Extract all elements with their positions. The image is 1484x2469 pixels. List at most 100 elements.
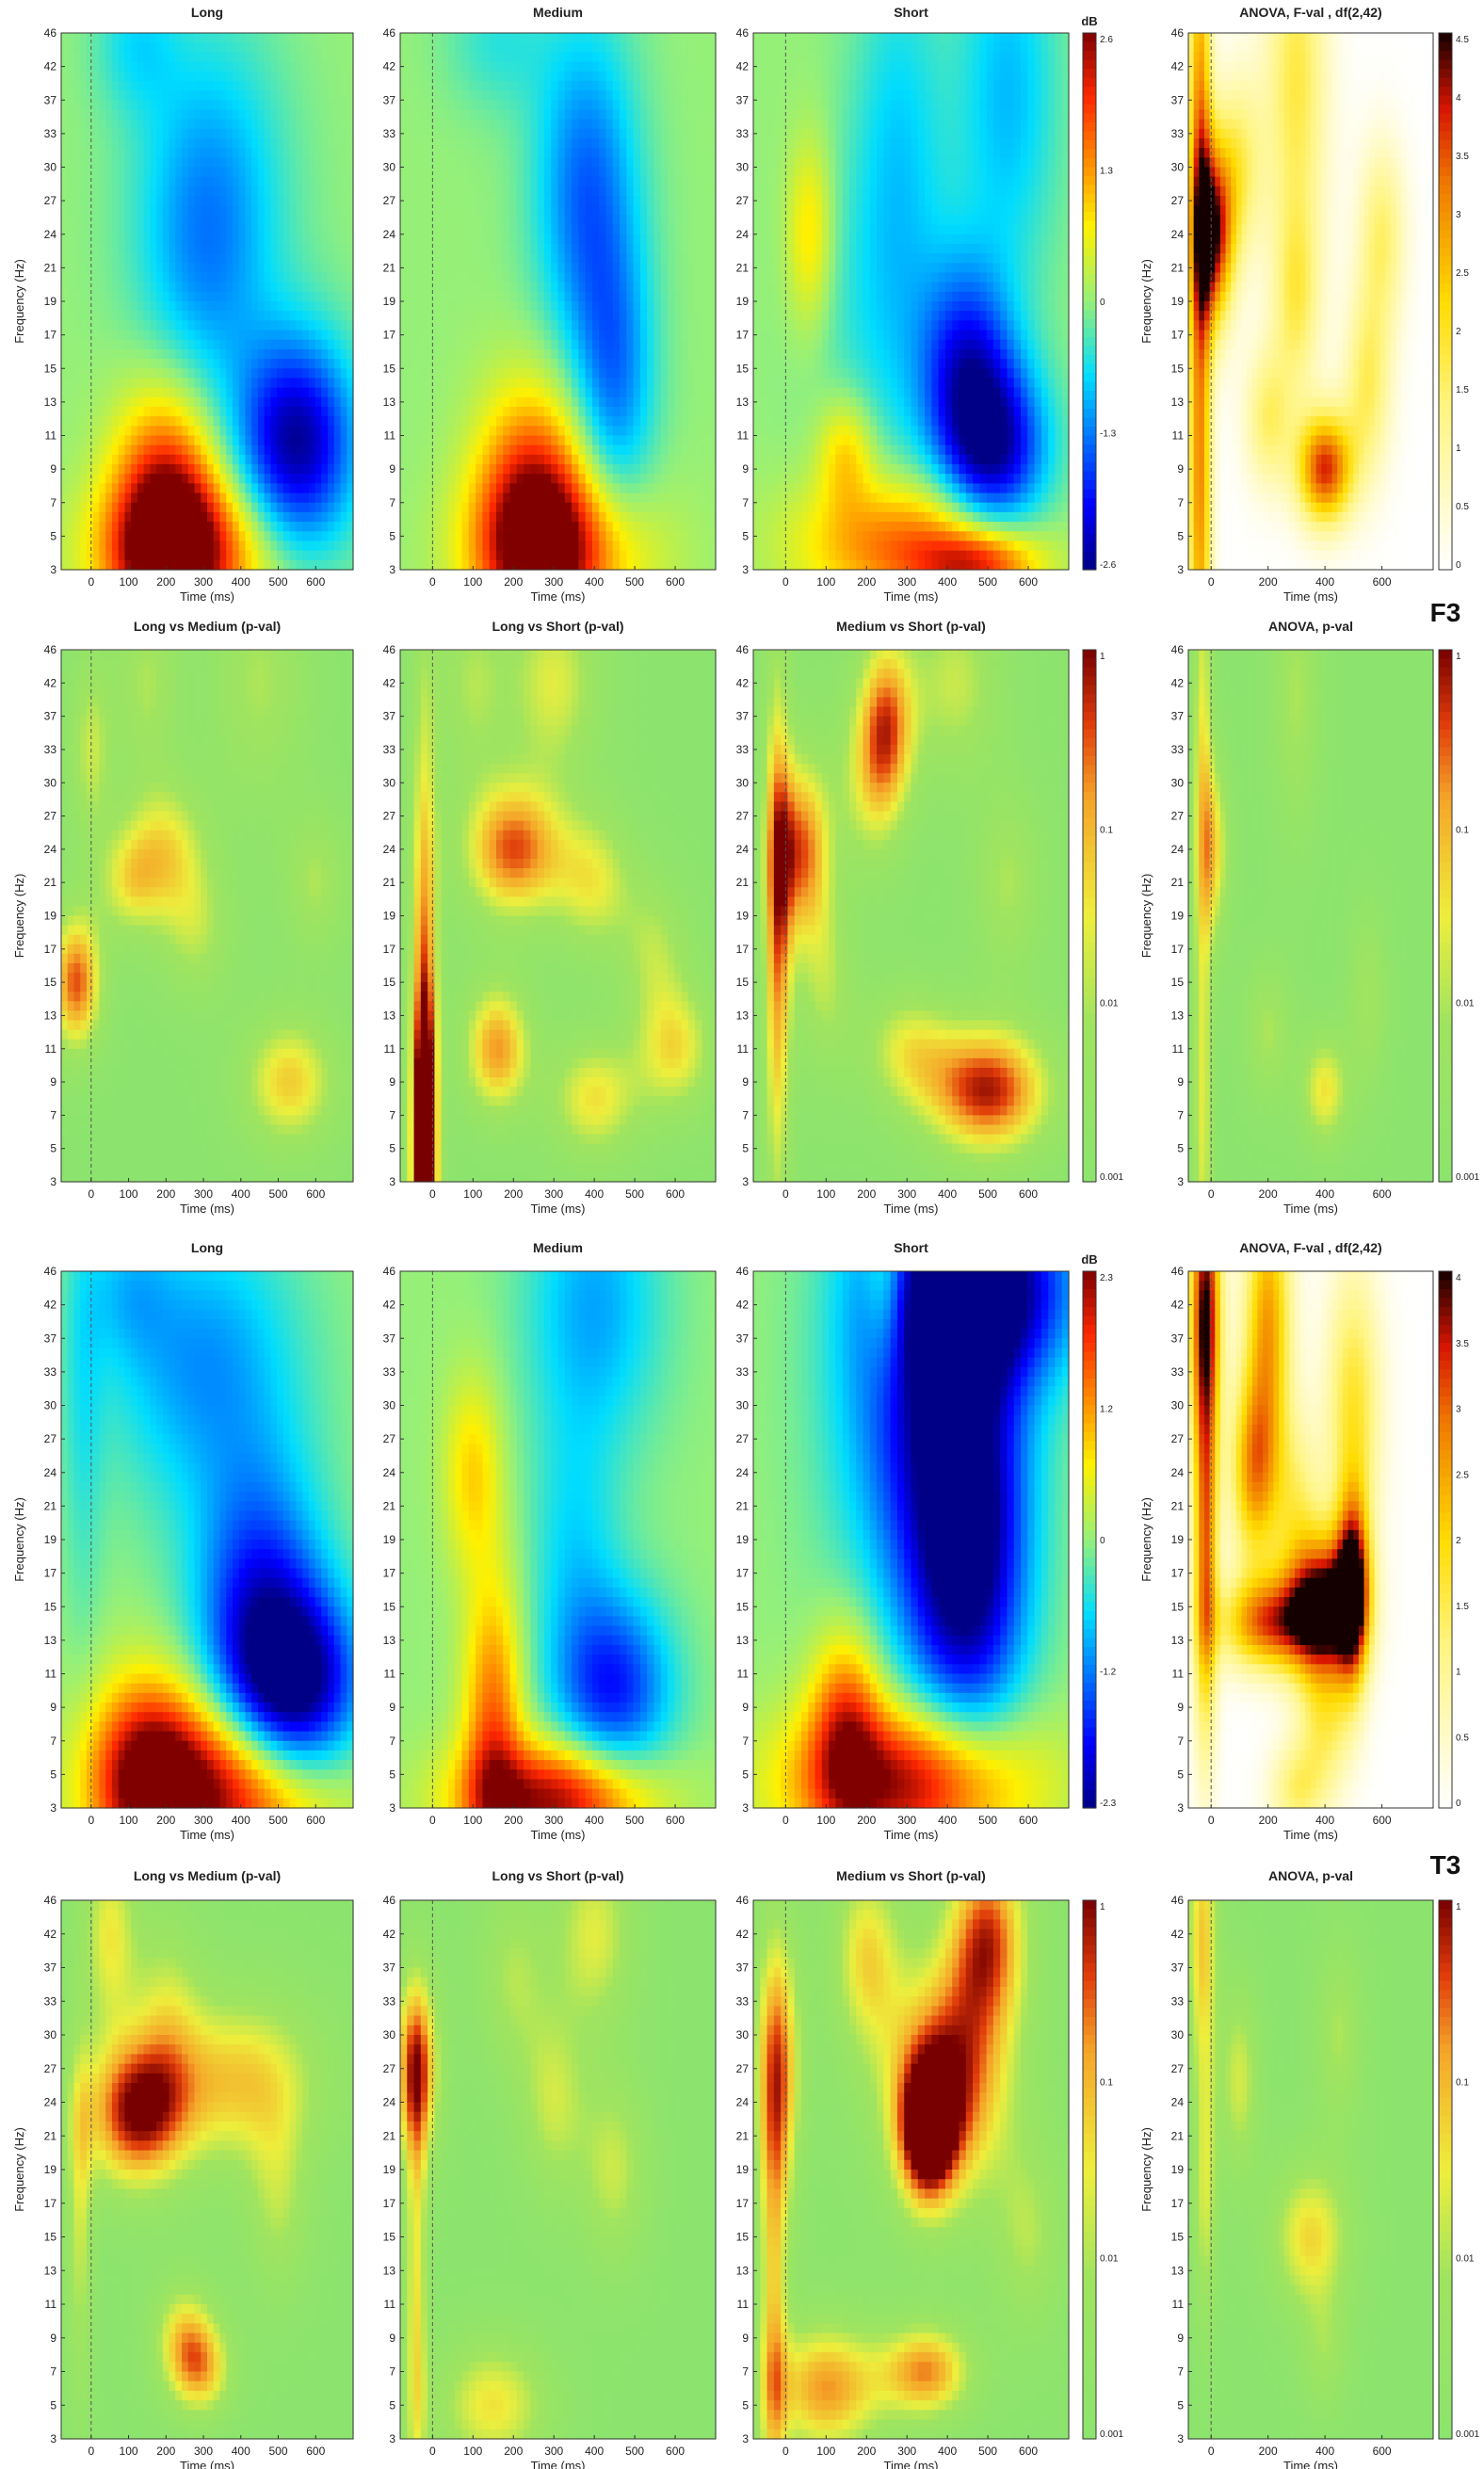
- heatmap-cell: [61, 253, 68, 264]
- heatmap-cell: [137, 225, 144, 235]
- heatmap-cell: [214, 225, 220, 235]
- heatmap-cell: [182, 42, 188, 53]
- heatmap-cell: [309, 177, 315, 187]
- heatmap-cell: [80, 263, 87, 273]
- heatmap-cell: [169, 282, 176, 293]
- heatmap-cell: [219, 272, 226, 282]
- heatmap-cell: [150, 426, 156, 436]
- heatmap-cell: [296, 129, 302, 139]
- heatmap-cell: [137, 177, 144, 187]
- heatmap-cell: [150, 52, 156, 62]
- heatmap-cell: [334, 349, 341, 360]
- heatmap-cell: [105, 426, 112, 436]
- heatmap-cell: [214, 72, 220, 82]
- heatmap-cell: [251, 109, 258, 120]
- heatmap-cell: [315, 196, 322, 206]
- heatmap-cell: [245, 225, 251, 235]
- heatmap-cell: [347, 186, 353, 197]
- heatmap-cell: [201, 253, 207, 264]
- heatmap-cell: [182, 436, 188, 446]
- heatmap-cell: [245, 148, 251, 158]
- heatmap-cell: [283, 109, 290, 120]
- heatmap-cell: [315, 90, 322, 101]
- heatmap-cell: [239, 62, 246, 73]
- heatmap-cell: [347, 81, 353, 91]
- heatmap-cell: [258, 205, 265, 216]
- heatmap-cell: [73, 205, 80, 216]
- heatmap-cell: [131, 397, 137, 408]
- heatmap-cell: [73, 436, 80, 446]
- heatmap-cell: [277, 33, 283, 43]
- heatmap-cell: [296, 331, 302, 341]
- heatmap-cell: [73, 138, 80, 149]
- heatmap-cell: [226, 407, 233, 417]
- heatmap-cell: [258, 196, 265, 206]
- heatmap-cell: [61, 272, 68, 282]
- heatmap-cell: [334, 225, 341, 235]
- heatmap-cell: [296, 301, 302, 312]
- heatmap-cell: [270, 445, 277, 456]
- heatmap-cell: [328, 205, 334, 216]
- heatmap-cell: [265, 205, 271, 216]
- heatmap-cell: [258, 138, 265, 149]
- heatmap-cell: [68, 244, 74, 254]
- heatmap-cell: [73, 320, 80, 331]
- heatmap-cell: [315, 234, 322, 245]
- heatmap-cell: [131, 100, 137, 110]
- heatmap-cell: [188, 234, 195, 245]
- heatmap-cell: [201, 148, 207, 158]
- heatmap-cell: [296, 120, 302, 130]
- heatmap-cell: [321, 301, 328, 312]
- heatmap-cell: [328, 292, 334, 302]
- heatmap-cell: [214, 244, 220, 254]
- heatmap-cell: [233, 455, 239, 465]
- heatmap-cell: [315, 253, 322, 264]
- heatmap-cell: [182, 253, 188, 264]
- heatmap-cell: [112, 42, 119, 53]
- heatmap-cell: [150, 464, 156, 475]
- heatmap-cell: [137, 378, 144, 388]
- heatmap-cell: [73, 225, 80, 235]
- heatmap-cell: [73, 168, 80, 178]
- heatmap-cell: [226, 234, 233, 245]
- heatmap-cell: [93, 168, 100, 178]
- heatmap-cell: [175, 263, 182, 273]
- heatmap-cell: [277, 407, 283, 417]
- heatmap-cell: [195, 177, 202, 187]
- heatmap-cell: [328, 138, 334, 149]
- heatmap-cell: [214, 349, 220, 360]
- heatmap-cell: [270, 234, 277, 245]
- heatmap-cell: [251, 407, 258, 417]
- heatmap-cell: [93, 272, 100, 282]
- heatmap-cell: [347, 90, 353, 101]
- heatmap-cell: [283, 157, 290, 168]
- heatmap-cell: [195, 474, 202, 484]
- heatmap-cell: [61, 282, 68, 293]
- heatmap-cell: [131, 177, 137, 187]
- heatmap-cell: [201, 157, 207, 168]
- heatmap-cell: [73, 445, 80, 456]
- heatmap-cell: [131, 464, 137, 475]
- heatmap-cell: [156, 148, 163, 158]
- heatmap-cell: [251, 33, 258, 43]
- heatmap-cell: [73, 253, 80, 264]
- heatmap-cell: [169, 263, 176, 273]
- heatmap-cell: [99, 282, 105, 293]
- heatmap-cell: [131, 407, 137, 417]
- heatmap-cell: [182, 416, 188, 427]
- heatmap-cell: [93, 129, 100, 139]
- heatmap-cell: [315, 455, 322, 465]
- heatmap-cell: [119, 272, 125, 282]
- heatmap-cell: [201, 90, 207, 101]
- heatmap-cell: [321, 205, 328, 216]
- heatmap-cell: [302, 397, 309, 408]
- heatmap-cell: [265, 282, 271, 293]
- heatmap-cell: [163, 72, 169, 82]
- heatmap-cell: [124, 416, 131, 427]
- heatmap-cell: [131, 349, 137, 360]
- heatmap-cell: [296, 359, 302, 369]
- heatmap-cell: [156, 100, 163, 110]
- heatmap-cell: [328, 349, 334, 360]
- heatmap-cell: [156, 474, 163, 484]
- heatmap-cell: [309, 72, 315, 82]
